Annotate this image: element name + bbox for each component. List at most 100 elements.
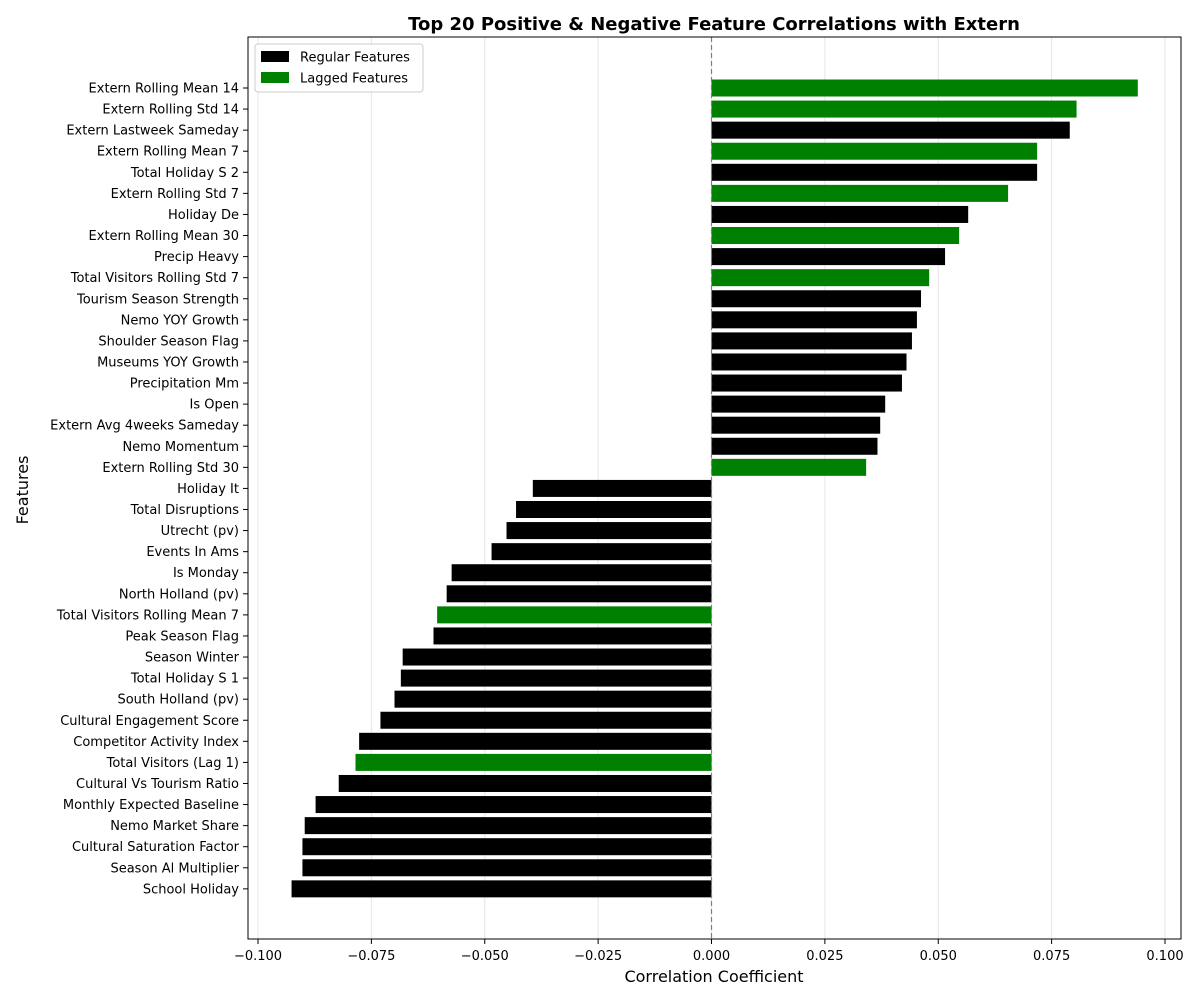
y-tick-label: South Holland (pv) xyxy=(117,693,239,708)
y-tick-label: Total Visitors (Lag 1) xyxy=(106,756,239,771)
bar-total-holiday-s-1 xyxy=(400,669,712,687)
y-tick-label: Is Monday xyxy=(173,566,239,581)
bar-total-visitors-lag-1 xyxy=(355,753,712,771)
y-tick-label: Extern Lastweek Sameday xyxy=(66,124,239,139)
y-tick-label: Nemo YOY Growth xyxy=(121,313,239,328)
bar-extern-rolling-mean-14 xyxy=(711,79,1138,97)
legend-label: Lagged Features xyxy=(300,72,408,87)
bar-total-visitors-rolling-std-7 xyxy=(711,269,930,287)
legend-swatch xyxy=(261,72,289,83)
bar-cultural-vs-tourism-ratio xyxy=(338,774,712,792)
bar-museums-yoy-growth xyxy=(711,353,907,371)
bar-holiday-it xyxy=(532,479,712,497)
legend-swatch xyxy=(261,51,289,62)
bar-utrecht-pv xyxy=(506,522,712,540)
bar-extern-rolling-std-7 xyxy=(711,184,1009,202)
bar-extern-lastweek-sameday xyxy=(711,121,1070,139)
y-tick-label: Shoulder Season Flag xyxy=(98,334,239,349)
y-tick-label: Season Winter xyxy=(145,651,240,666)
y-tick-label: Tourism Season Strength xyxy=(76,292,239,307)
bar-is-monday xyxy=(451,564,712,582)
bar-precipitation-mm xyxy=(711,374,902,392)
bar-peak-season-flag xyxy=(433,627,712,645)
y-tick-label: Extern Rolling Std 7 xyxy=(111,187,239,202)
x-tick-label: 0.025 xyxy=(806,949,843,964)
y-tick-label: Nemo Momentum xyxy=(122,440,239,455)
bar-cultural-engagement-score xyxy=(380,711,712,729)
bar-tourism-season-strength xyxy=(711,290,922,308)
legend: Regular Features Lagged Features xyxy=(254,43,424,93)
x-tick-label: 0.050 xyxy=(920,949,957,964)
y-tick-label: Extern Rolling Mean 7 xyxy=(97,145,239,160)
chart-title: Top 20 Positive & Negative Feature Corre… xyxy=(408,14,1020,35)
y-tick-label: Cultural Engagement Score xyxy=(60,714,239,729)
bar-extern-rolling-std-14 xyxy=(711,100,1077,118)
y-tick-label: Cultural Vs Tourism Ratio xyxy=(76,777,239,792)
bar-holiday-de xyxy=(711,205,969,223)
bar-extern-rolling-mean-30 xyxy=(711,227,960,245)
bars-layer xyxy=(291,79,1138,898)
y-tick-label: Total Holiday S 2 xyxy=(130,166,239,181)
bar-nemo-momentum xyxy=(711,437,878,455)
bar-extern-rolling-std-30 xyxy=(711,458,867,476)
y-tick-label: Extern Avg 4weeks Sameday xyxy=(50,419,239,434)
x-axis: −0.100 −0.075 −0.050 −0.025 0.000 0.025 0.050 0… xyxy=(234,939,1184,964)
bar-events-in-ams xyxy=(491,543,712,561)
y-tick-label: Museums YOY Growth xyxy=(97,355,239,370)
y-tick-label: Total Visitors Rolling Std 7 xyxy=(70,271,239,286)
legend-box xyxy=(254,43,424,93)
bar-south-holland-pv xyxy=(394,690,712,708)
bar-school-holiday xyxy=(291,880,712,898)
y-tick-label: Total Visitors Rolling Mean 7 xyxy=(56,608,239,623)
y-tick-label: North Holland (pv) xyxy=(119,587,239,602)
y-tick-label: Holiday It xyxy=(177,482,239,497)
bar-season-winter xyxy=(402,648,712,666)
x-tick-label: −0.100 xyxy=(234,949,282,964)
y-tick-label: Precipitation Mm xyxy=(130,377,239,392)
y-tick-label: Cultural Saturation Factor xyxy=(72,840,240,855)
y-tick-label: Extern Rolling Std 14 xyxy=(102,103,239,118)
bar-monthly-expected-baseline xyxy=(315,796,712,814)
y-tick-label: Extern Rolling Std 30 xyxy=(102,461,239,476)
bar-extern-avg-4weeks-sameday xyxy=(711,416,881,434)
y-tick-label: Is Open xyxy=(190,398,239,413)
bar-nemo-market-share xyxy=(304,817,712,835)
x-tick-label: −0.025 xyxy=(574,949,622,964)
bar-total-holiday-s-2 xyxy=(711,163,1038,181)
bar-north-holland-pv xyxy=(446,585,712,603)
y-tick-label: Season Al Multiplier xyxy=(110,861,239,876)
bar-cultural-saturation-factor xyxy=(302,838,712,856)
bar-is-open xyxy=(711,395,886,413)
bar-total-disruptions xyxy=(516,501,712,518)
y-tick-label: Events In Ams xyxy=(146,545,239,560)
x-tick-label: −0.050 xyxy=(461,949,509,964)
y-tick-label: School Holiday xyxy=(143,882,239,897)
y-axis: Extern Rolling Mean 14 Extern Rolling Std… xyxy=(50,82,248,897)
y-tick-label: Total Holiday S 1 xyxy=(130,672,239,687)
x-axis-label: Correlation Coefficient xyxy=(624,967,803,986)
y-tick-label: Precip Heavy xyxy=(154,250,239,265)
y-tick-label: Holiday De xyxy=(168,208,239,223)
bar-extern-rolling-mean-7 xyxy=(711,142,1038,160)
bar-nemo-yoy-growth xyxy=(711,311,917,329)
y-tick-label: Peak Season Flag xyxy=(125,629,239,644)
y-axis-label: Features xyxy=(13,456,32,525)
bar-precip-heavy xyxy=(711,248,946,266)
y-tick-label: Total Disruptions xyxy=(130,503,240,518)
x-tick-label: 0.100 xyxy=(1146,949,1183,964)
y-tick-label: Nemo Market Share xyxy=(110,819,239,834)
legend-label: Regular Features xyxy=(300,51,410,66)
x-tick-label: 0.000 xyxy=(693,949,730,964)
y-tick-label: Monthly Expected Baseline xyxy=(63,798,239,813)
bar-shoulder-season-flag xyxy=(711,332,912,350)
bar-season-al-multiplier xyxy=(302,859,712,877)
y-tick-label: Utrecht (pv) xyxy=(161,524,239,539)
x-tick-label: −0.075 xyxy=(347,949,395,964)
x-tick-label: 0.075 xyxy=(1033,949,1070,964)
y-tick-label: Extern Rolling Mean 30 xyxy=(89,229,239,244)
bar-total-visitors-rolling-mean-7 xyxy=(437,606,712,624)
y-tick-label: Competitor Activity Index xyxy=(73,735,239,750)
bar-competitor-activity-index xyxy=(359,732,712,750)
